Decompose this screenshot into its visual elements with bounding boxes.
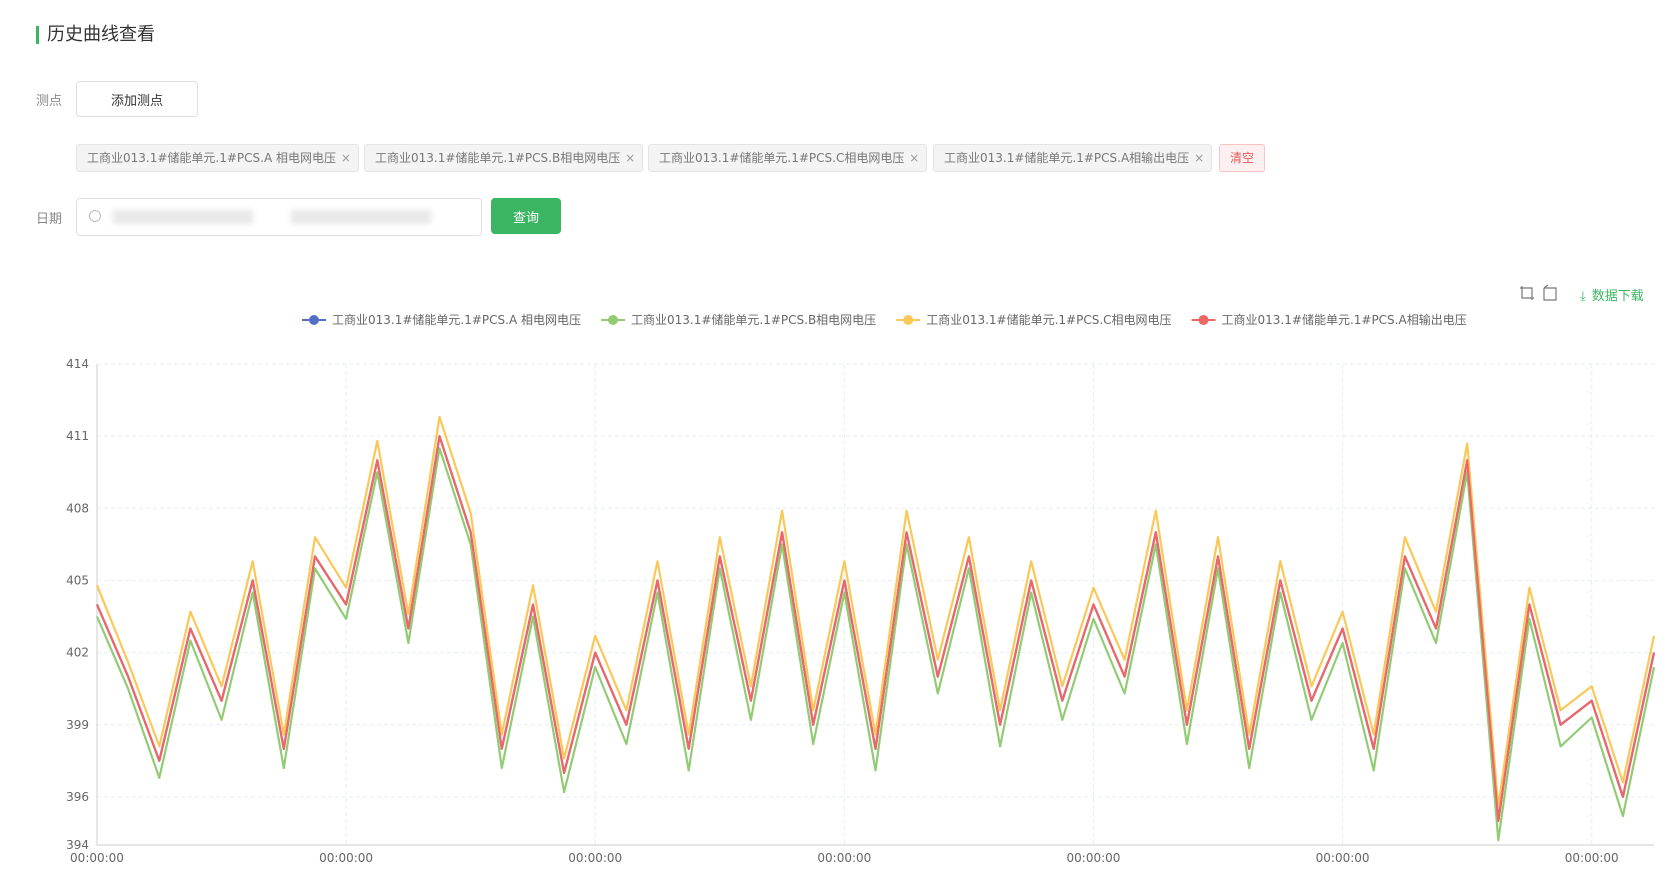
date-label: 日期 bbox=[36, 212, 63, 227]
legend-item[interactable]: 工商业013.1#储能单元.1#PCS.A 相电网电压 bbox=[302, 312, 581, 327]
x-tick-label: 00:00:00 bbox=[1067, 851, 1121, 865]
y-tick-label: 396 bbox=[66, 790, 89, 804]
y-tick-label: 411 bbox=[66, 429, 89, 443]
legend-item[interactable]: 工商业013.1#储能单元.1#PCS.A相输出电压 bbox=[1191, 312, 1467, 327]
page-title: 历史曲线查看 bbox=[36, 26, 155, 44]
x-tick-label: 00:00:00 bbox=[1565, 851, 1619, 865]
clear-button[interactable]: 清空 bbox=[1219, 144, 1266, 172]
x-tick-label: 00:00:00 bbox=[319, 851, 373, 865]
legend-text: 工商业013.1#储能单元.1#PCS.B相电网电压 bbox=[631, 312, 876, 327]
tag[interactable]: 工商业013.1#储能单元.1#PCS.A相输出电压 bbox=[933, 144, 1213, 172]
tag[interactable]: 工商业013.1#储能单元.1#PCS.B相电网电压 bbox=[364, 144, 644, 172]
tag[interactable]: 工商业013.1#储能单元.1#PCS.C相电网电压 bbox=[648, 144, 928, 172]
query-button[interactable]: 查询 bbox=[491, 198, 561, 234]
y-tick-label: 399 bbox=[66, 718, 89, 732]
legend-dot bbox=[903, 315, 914, 325]
x-tick-label: 00:00:00 bbox=[568, 851, 622, 865]
legend-item[interactable]: 工商业013.1#储能单元.1#PCS.C相电网电压 bbox=[896, 312, 1172, 327]
legend-item[interactable]: 工商业013.1#储能单元.1#PCS.B相电网电压 bbox=[600, 312, 876, 327]
legend-text: 工商业013.1#储能单元.1#PCS.A 相电网电压 bbox=[332, 312, 581, 327]
chart: 394 396 399 402 405 408 411 414 00:00:00 00:00:00… bbox=[66, 312, 1656, 865]
series-line bbox=[95, 435, 1656, 823]
blurred-date bbox=[291, 210, 431, 224]
y-tick-label: 405 bbox=[66, 573, 89, 587]
clock-icon bbox=[89, 210, 101, 222]
series-line bbox=[95, 415, 1656, 808]
y-tick-label: 408 bbox=[66, 501, 89, 515]
y-tick-label: 402 bbox=[66, 646, 89, 660]
tag[interactable]: 工商业013.1#储能单元.1#PCS.A 相电网电压 bbox=[76, 144, 359, 172]
blurred-date bbox=[113, 210, 253, 224]
legend-text: 工商业013.1#储能单元.1#PCS.C相电网电压 bbox=[926, 312, 1171, 327]
x-tick-label: 00:00:00 bbox=[1316, 851, 1370, 865]
download-button[interactable]: ⤓ 数据下载 bbox=[1580, 289, 1644, 304]
legend-dot bbox=[1198, 315, 1209, 325]
legend-text: 工商业013.1#储能单元.1#PCS.A相输出电压 bbox=[1222, 312, 1467, 327]
legend-dot bbox=[309, 315, 319, 325]
point-label: 测点 bbox=[36, 94, 63, 109]
y-tick-label: 414 bbox=[66, 357, 89, 371]
series-line bbox=[95, 447, 1656, 842]
x-tick-label: 00:00:00 bbox=[817, 851, 871, 865]
x-tick-label: 00:00:00 bbox=[70, 851, 124, 865]
y-tick-label: 394 bbox=[66, 838, 89, 852]
add-point-button[interactable]: 添加测点 bbox=[76, 81, 198, 117]
date-input[interactable] bbox=[76, 198, 482, 236]
toolbar-icons[interactable] bbox=[1518, 284, 1558, 302]
legend-dot bbox=[607, 315, 618, 325]
download-text: 数据下载 bbox=[1591, 289, 1644, 304]
